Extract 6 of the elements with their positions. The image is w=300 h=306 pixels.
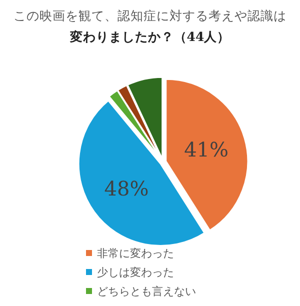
chart-title: この映画を観て、認知症に対する考えや認識は変わりましたか？（44人） (14, 8, 286, 44)
data-label: 48% (104, 176, 149, 201)
legend-label: どちらとも言えない (97, 285, 196, 298)
legend-label: 少しは変わった (97, 266, 174, 279)
legend-label: 非常に変わった (97, 247, 174, 260)
data-label: 41% (184, 137, 229, 162)
